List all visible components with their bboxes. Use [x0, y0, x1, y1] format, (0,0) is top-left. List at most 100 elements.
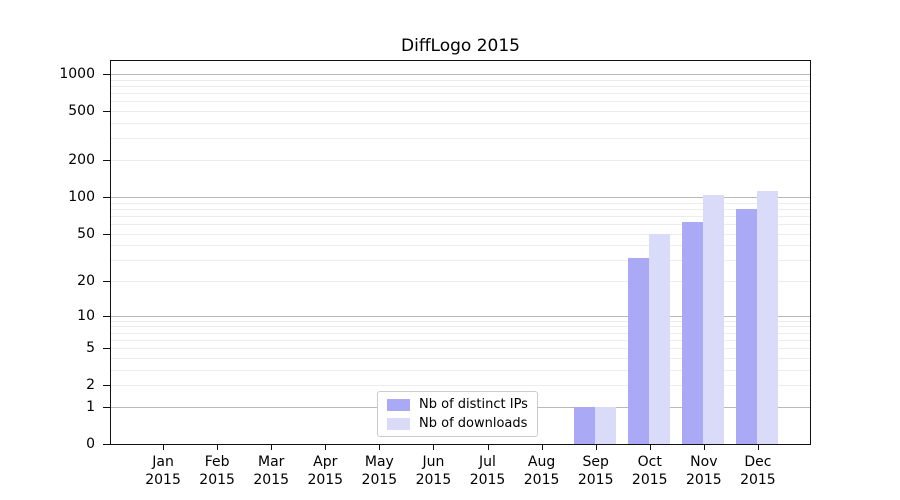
- x-label-year: 2015: [740, 472, 776, 489]
- y-tick-mark-50: [103, 233, 110, 235]
- bar-group-may: [353, 61, 407, 444]
- bar-group-jun: [407, 61, 461, 444]
- x-label-year: 2015: [307, 472, 344, 489]
- x-label-year: 2015: [145, 472, 181, 489]
- gridline-1000: [111, 74, 810, 75]
- x-label-month: Jul: [479, 454, 496, 470]
- x-tick-mark-mar: [271, 445, 273, 450]
- gridline-40: [111, 245, 810, 247]
- x-label-jan: Jan 2015: [136, 445, 190, 495]
- bar-dec-distinct-ips: [736, 208, 758, 444]
- gridlines-layer: [111, 61, 810, 444]
- y-tick-label-50: 50: [77, 225, 95, 242]
- y-tick-label-20: 20: [77, 273, 95, 289]
- gridline-50: [111, 233, 810, 235]
- x-label-year: 2015: [631, 472, 668, 489]
- x-label-aug: Aug 2015: [515, 445, 569, 495]
- x-label-month: Sep: [582, 454, 609, 470]
- y-tick-mark-100: [103, 196, 110, 198]
- gridline-900: [111, 79, 810, 81]
- legend-item-downloads: Nb of downloads: [387, 417, 528, 430]
- gridline-3: [111, 369, 810, 371]
- y-tick-label-10: 10: [77, 307, 95, 324]
- gridline-800: [111, 86, 810, 87]
- x-tick-mark-nov: [703, 445, 705, 450]
- y-tick-mark-1000: [103, 74, 110, 75]
- gridline-600: [111, 101, 810, 103]
- x-label-month: May: [364, 454, 394, 470]
- legend-label-downloads: Nb of downloads: [419, 416, 528, 431]
- y-tick-label-1000: 1000: [59, 66, 95, 82]
- x-label-dec: Dec 2015: [731, 445, 785, 495]
- bar-nov-distinct-ips: [682, 222, 704, 444]
- x-label-month: Apr: [313, 454, 338, 470]
- x-label-mar: Mar 2015: [244, 445, 298, 495]
- y-axis: 0 1 2 5 10 20 50 100 200 500 1000: [0, 60, 110, 451]
- gridline-2: [111, 385, 810, 387]
- x-label-year: 2015: [199, 472, 235, 489]
- x-label-year: 2015: [361, 472, 398, 489]
- gridline-4: [111, 357, 810, 359]
- bar-nov-downloads: [703, 195, 725, 444]
- y-tick-label-0: 0: [86, 436, 95, 452]
- y-tick-label-100: 100: [68, 188, 95, 205]
- x-label-month: Nov: [690, 454, 718, 470]
- y-tick-label-2: 2: [86, 377, 95, 394]
- y-tick-mark-20: [103, 281, 110, 282]
- bar-group-oct: [622, 61, 676, 444]
- x-tick-mark-jul: [487, 445, 489, 450]
- x-label-apr: Apr 2015: [298, 445, 352, 495]
- x-tick-mark-may: [379, 445, 381, 450]
- y-tick-mark-5: [103, 348, 110, 350]
- x-label-month: Aug: [527, 454, 556, 470]
- x-label-year: 2015: [686, 472, 722, 489]
- legend: Nb of distinct IPs Nb of downloads: [377, 391, 538, 437]
- gridline-30: [111, 260, 810, 262]
- x-label-oct: Oct 2015: [623, 445, 677, 495]
- x-label-year: 2015: [253, 472, 290, 489]
- y-tick-label-5: 5: [86, 340, 95, 357]
- x-tick-mark-aug: [541, 445, 543, 450]
- y-tick-mark-2: [103, 385, 110, 387]
- legend-swatch-downloads: [387, 417, 410, 430]
- x-label-month: Dec: [744, 454, 772, 470]
- y-tick-label-200: 200: [68, 152, 95, 168]
- x-label-month: Jun: [422, 454, 445, 470]
- gridline-10: [111, 315, 810, 317]
- x-label-year: 2015: [469, 472, 506, 489]
- x-label-month: Jan: [152, 454, 174, 470]
- x-label-year: 2015: [415, 472, 452, 489]
- x-tick-mark-jan: [163, 445, 165, 450]
- x-label-nov: Nov 2015: [677, 445, 731, 495]
- x-label-jun: Jun 2015: [406, 445, 460, 495]
- gridline-60: [111, 223, 810, 225]
- x-label-month: Feb: [204, 454, 230, 470]
- gridline-300: [111, 138, 810, 140]
- y-tick-mark-10: [103, 315, 110, 317]
- x-axis: Jan 2015 Feb 2015 Mar 2015 Apr 2015 May 2015 Jun 20…: [110, 445, 811, 495]
- bar-oct-downloads: [649, 233, 671, 444]
- legend-label-distinct-ips: Nb of distinct IPs: [419, 397, 528, 412]
- x-label-feb: Feb 2015: [190, 445, 244, 495]
- bar-group-feb: [191, 61, 245, 444]
- bar-group-sep: [568, 61, 622, 444]
- x-tick-mark-oct: [649, 445, 651, 450]
- bar-group-dec: [730, 61, 784, 444]
- gridline-8: [111, 326, 810, 328]
- gridline-500: [111, 111, 810, 113]
- gridline-400: [111, 123, 810, 124]
- bar-group-apr: [299, 61, 353, 444]
- gridline-20: [111, 281, 810, 282]
- bar-group-nov: [676, 61, 730, 444]
- bar-group-aug: [514, 61, 568, 444]
- bar-dec-downloads: [757, 190, 779, 444]
- x-label-year: 2015: [577, 472, 614, 489]
- y-tick-label-1: 1: [86, 398, 95, 415]
- x-label-may: May 2015: [352, 445, 406, 495]
- bar-sep-downloads: [595, 406, 617, 444]
- chart-title: DiffLogo 2015: [401, 36, 520, 56]
- x-label-year: 2015: [523, 472, 560, 489]
- plot-area: Nb of distinct IPs Nb of downloads: [110, 60, 811, 445]
- gridline-7: [111, 332, 810, 334]
